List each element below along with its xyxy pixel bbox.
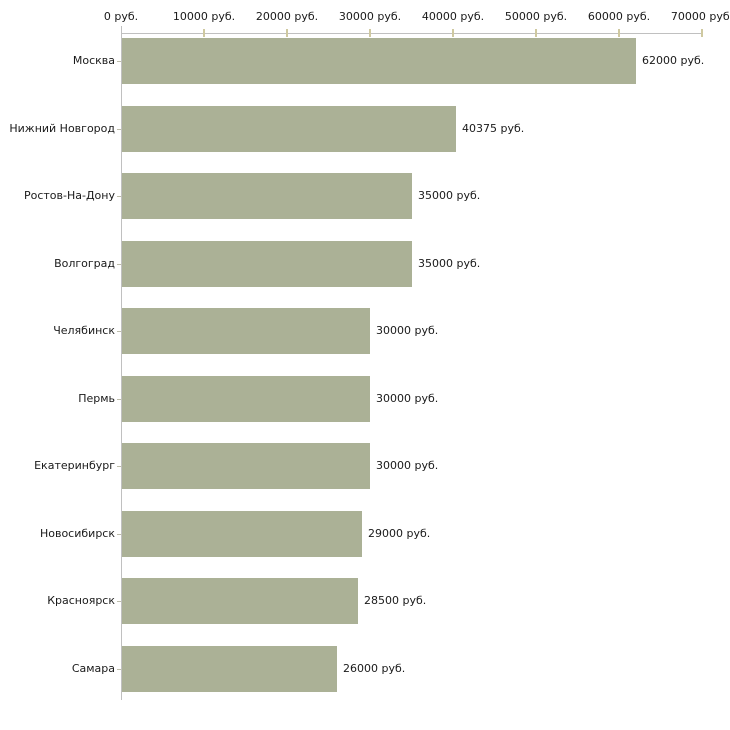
x-tick-mark [618,29,620,37]
value-label: 26000 руб. [343,662,406,675]
x-tick-mark [369,29,371,37]
x-tick-label: 10000 руб. [172,10,236,23]
bar [122,173,412,219]
value-label: 62000 руб. [642,54,705,67]
x-tick-mark [286,29,288,37]
category-label: Самара [71,662,115,675]
value-label: 35000 руб. [418,257,481,270]
category-label: Красноярск [47,594,115,607]
x-tick-mark [535,29,537,37]
value-label: 30000 руб. [376,324,439,337]
x-axis-line [121,33,702,34]
x-tick-label: 50000 руб. [504,10,568,23]
y-tick-mark [117,601,121,602]
y-tick-mark [117,61,121,62]
value-label: 28500 руб. [364,594,427,607]
category-label: Пермь [78,392,115,405]
category-label: Челябинск [53,324,115,337]
x-tick-label: 40000 руб. [421,10,485,23]
y-tick-mark [117,129,121,130]
bar [122,511,362,557]
category-label: Нижний Новгород [9,122,115,135]
value-label: 30000 руб. [376,459,439,472]
x-tick-label: 30000 руб. [338,10,402,23]
y-tick-mark [117,534,121,535]
category-label: Волгоград [54,257,115,270]
bar [122,443,370,489]
bar [122,646,337,692]
y-tick-mark [117,399,121,400]
bar [122,578,358,624]
bar [122,38,636,84]
y-tick-mark [117,196,121,197]
bar [122,376,370,422]
category-label: Новосибирск [39,527,115,540]
x-tick-label: 0 руб. [103,10,139,23]
value-label: 30000 руб. [376,392,439,405]
y-axis-line [121,26,122,700]
value-label: 29000 руб. [368,527,431,540]
y-tick-mark [117,466,121,467]
category-label: Ростов-На-Дону [23,189,115,202]
category-label: Екатеринбург [34,459,115,472]
bar [122,308,370,354]
value-label: 40375 руб. [462,122,525,135]
x-tick-mark [701,29,703,37]
category-label: Москва [72,54,115,67]
y-tick-mark [117,669,121,670]
bar [122,106,456,152]
x-tick-mark [203,29,205,37]
x-tick-label: 20000 руб. [255,10,319,23]
value-label: 35000 руб. [418,189,481,202]
bar [122,241,412,287]
y-tick-mark [117,264,121,265]
x-tick-label: 60000 руб. [587,10,651,23]
y-tick-mark [117,331,121,332]
x-tick-mark [452,29,454,37]
x-tick-label: 70000 руб. [670,10,730,23]
